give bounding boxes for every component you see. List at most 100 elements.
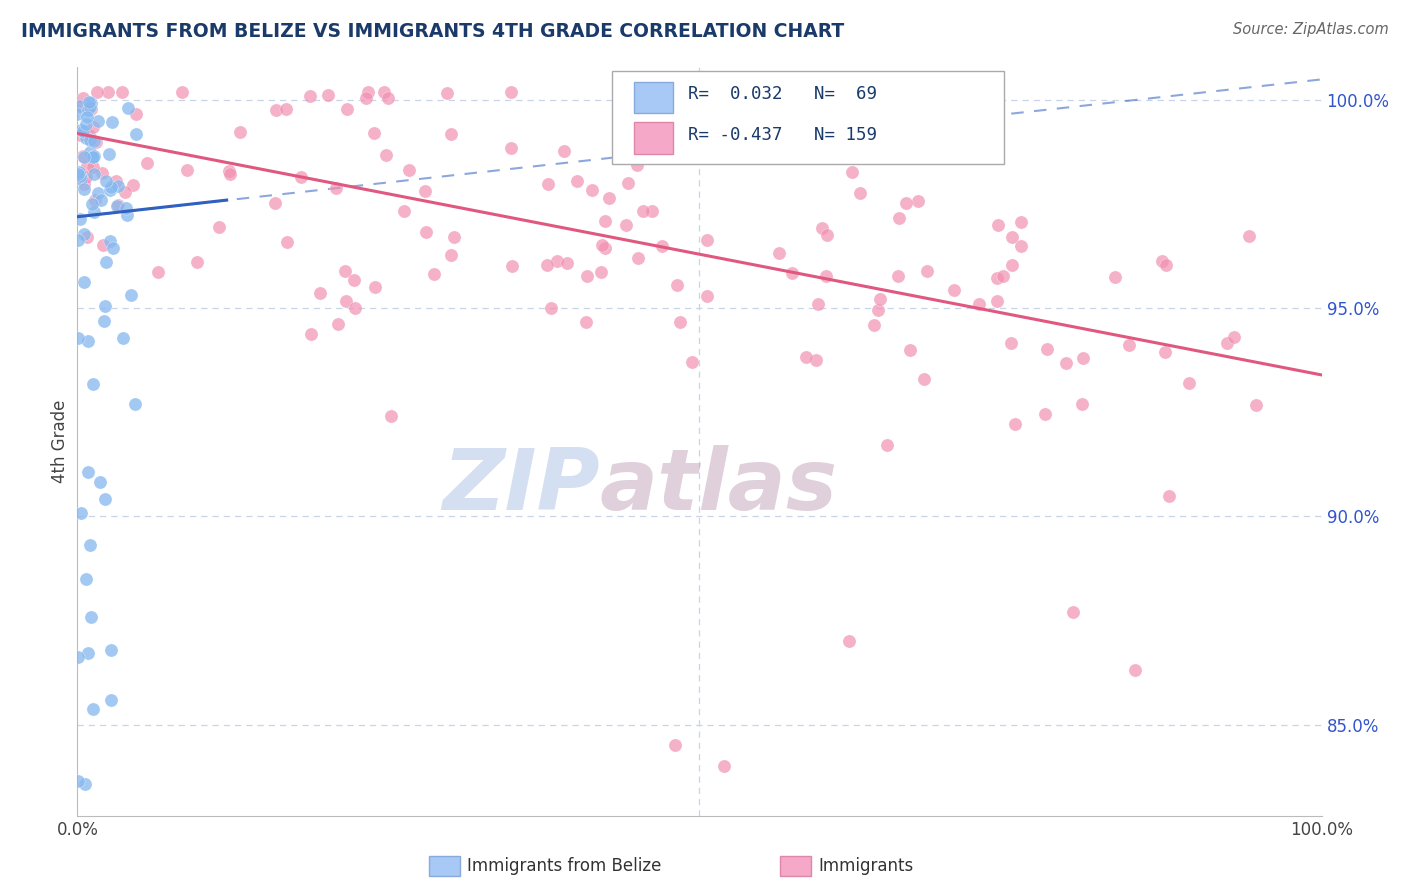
- Point: [335, 263, 357, 277]
- Point: [87, 114, 110, 128]
- Point: [576, 269, 599, 284]
- Point: [75, 170, 97, 185]
- Point: [73, 182, 96, 196]
- Point: [669, 314, 692, 328]
- Point: [363, 280, 385, 294]
- Point: [86, 85, 108, 99]
- Point: [77, 128, 100, 143]
- Point: [76, 101, 98, 115]
- Point: [100, 643, 122, 657]
- Point: [72, 90, 94, 104]
- Text: ZIP: ZIP: [443, 445, 600, 528]
- Point: [815, 268, 838, 283]
- Point: [79, 538, 101, 552]
- Point: [613, 86, 636, 100]
- Point: [66, 774, 89, 789]
- Point: [67, 99, 90, 113]
- Point: [308, 285, 330, 300]
- Point: [76, 334, 98, 348]
- Point: [499, 140, 522, 154]
- Point: [67, 165, 90, 179]
- Point: [325, 181, 347, 195]
- Point: [82, 150, 104, 164]
- Point: [794, 350, 817, 364]
- Point: [93, 299, 115, 313]
- Point: [863, 318, 886, 332]
- Point: [69, 212, 91, 227]
- Point: [591, 265, 613, 279]
- Point: [76, 160, 98, 174]
- Point: [581, 183, 603, 197]
- Point: [501, 259, 523, 273]
- Point: [80, 196, 103, 211]
- Point: [537, 178, 560, 192]
- Point: [868, 303, 890, 318]
- Point: [380, 409, 402, 423]
- Point: [335, 294, 357, 309]
- Point: [1071, 397, 1094, 411]
- Point: [218, 167, 240, 181]
- Point: [1036, 343, 1059, 357]
- Point: [1001, 258, 1024, 272]
- Point: [666, 277, 689, 292]
- Point: [83, 134, 105, 148]
- Point: [136, 156, 159, 170]
- Point: [357, 85, 380, 99]
- Point: [73, 777, 96, 791]
- Point: [907, 194, 929, 208]
- Point: [100, 115, 122, 129]
- Point: [76, 465, 98, 479]
- Point: [344, 301, 367, 315]
- Point: [363, 127, 385, 141]
- Point: [1123, 664, 1146, 678]
- Point: [838, 634, 860, 648]
- Point: [75, 573, 97, 587]
- Point: [83, 204, 105, 219]
- Point: [887, 268, 910, 283]
- Point: [75, 131, 97, 145]
- Point: [72, 150, 94, 164]
- Point: [987, 218, 1010, 232]
- Point: [536, 258, 558, 272]
- Point: [664, 739, 686, 753]
- Point: [1001, 230, 1024, 244]
- Text: Immigrants: Immigrants: [818, 857, 914, 875]
- Point: [79, 145, 101, 160]
- Point: [696, 289, 718, 303]
- Point: [662, 85, 685, 99]
- Point: [1004, 417, 1026, 431]
- Point: [392, 203, 415, 218]
- Point: [815, 227, 838, 242]
- Point: [894, 196, 917, 211]
- Point: [631, 204, 654, 219]
- Point: [343, 273, 366, 287]
- Point: [98, 234, 121, 248]
- Point: [546, 254, 568, 268]
- Point: [440, 127, 463, 141]
- Point: [87, 186, 110, 201]
- Point: [122, 178, 145, 193]
- Point: [436, 87, 458, 101]
- Point: [117, 101, 139, 115]
- Point: [627, 252, 650, 266]
- Point: [67, 170, 90, 185]
- Point: [1159, 490, 1181, 504]
- Point: [94, 174, 117, 188]
- Point: [67, 650, 90, 665]
- Point: [77, 103, 100, 117]
- Point: [208, 220, 231, 235]
- Point: [89, 475, 111, 489]
- Point: [440, 248, 463, 262]
- Point: [299, 326, 322, 341]
- Point: [112, 331, 135, 345]
- Point: [591, 238, 613, 252]
- Point: [810, 221, 832, 235]
- Point: [66, 107, 89, 121]
- Point: [841, 164, 863, 178]
- Point: [79, 102, 101, 116]
- Point: [354, 90, 377, 104]
- Point: [77, 100, 100, 114]
- Point: [70, 122, 93, 136]
- Point: [148, 265, 170, 279]
- Point: [1033, 407, 1056, 421]
